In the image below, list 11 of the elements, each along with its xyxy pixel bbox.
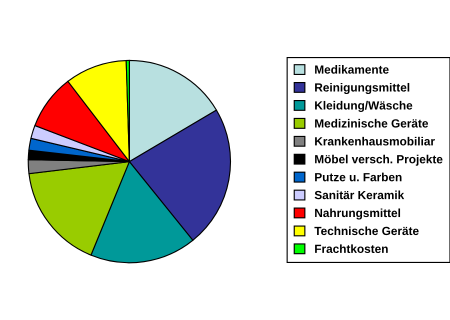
legend-label: Möbel versch. Projekte [315, 154, 442, 166]
legend-label: Kleidung/Wäsche [315, 100, 412, 112]
legend-label: Medikamente [315, 65, 389, 74]
legend-label: Frachtkosten [315, 244, 388, 254]
legend-label: Reinigungsmittel [315, 82, 410, 94]
legend-label: Sanitär Keramik [314, 190, 404, 200]
legend-label: Nahrungsmittel [315, 208, 400, 220]
legend-label: Technische Geräte [314, 226, 419, 236]
legend-label: Putze u. Farben [315, 172, 402, 182]
legend-label: Medizinische Geräte [315, 118, 428, 128]
legend-label: Krankenhausmobiliar [315, 136, 435, 146]
